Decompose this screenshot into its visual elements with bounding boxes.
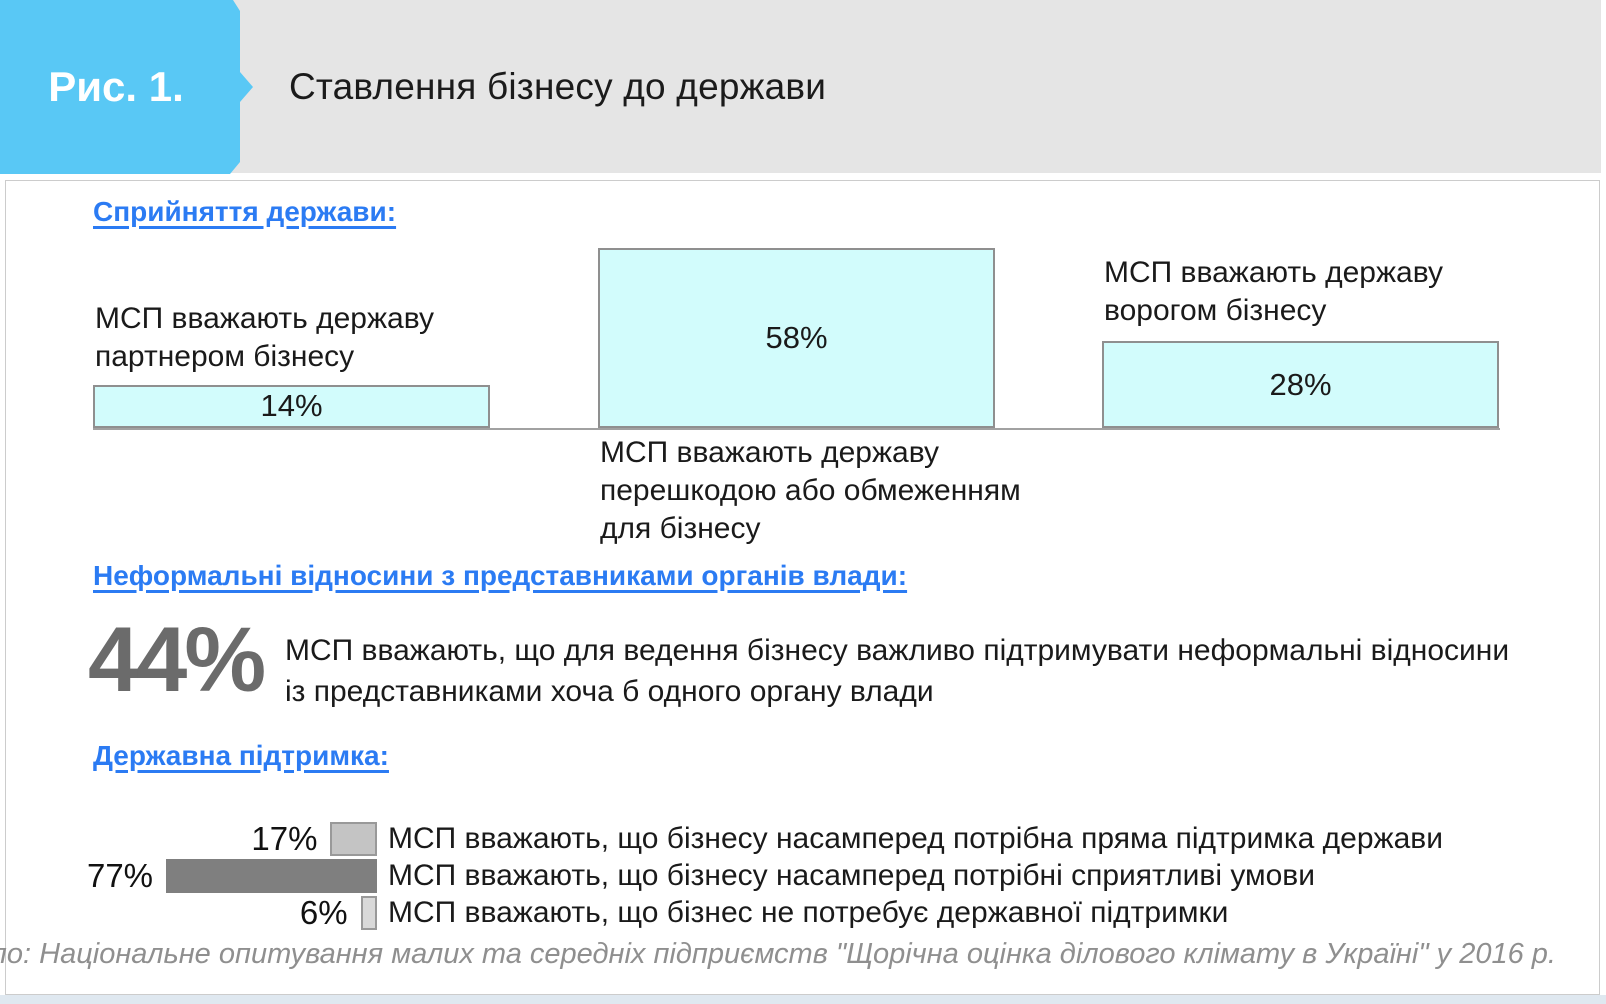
support-row-conditions-bar-group: 77% (0, 857, 377, 894)
figure-badge-shape (0, 0, 253, 174)
section-heading-perception: Сприйняття держави: (93, 196, 397, 227)
bar-enemy: 28% (1102, 341, 1499, 428)
perception-bar-chart: 14% 58% 28% МСП вважають державу партнер… (0, 240, 1606, 430)
support-row-conditions-bar (166, 859, 377, 893)
informal-text-line2: із представниками хоча б одного органу в… (285, 675, 934, 708)
figure-badge: Рис. 1. (0, 0, 255, 174)
support-row-conditions: 77% МСП вважають, що бізнесу насамперед … (0, 857, 1606, 894)
support-row-none-label: МСП вважають, що бізнес не потребує держ… (388, 896, 1229, 929)
figure-label: Рис. 1. (48, 63, 184, 110)
support-row-direct-label: МСП вважають, що бізнесу насамперед потр… (388, 822, 1443, 855)
support-row-direct-value: 17% (251, 820, 318, 857)
source-note: Джерело: Національне опитування малих та… (0, 938, 1556, 970)
bar-partner: 14% (93, 384, 490, 428)
support-row-conditions-label: МСП вважають, що бізнесу насамперед потр… (388, 859, 1315, 892)
support-row-direct-bar-group: 17% (0, 820, 377, 857)
chart-baseline (93, 428, 1500, 430)
informal-text-line1: МСП вважають, що для ведення бізнесу важ… (285, 634, 1510, 667)
bar-obstacle-label: МСП вважають державу перешкодою або обме… (600, 436, 1021, 545)
informal-text: МСП вважають, що для ведення бізнесу важ… (285, 630, 1565, 712)
header-band (0, 0, 1601, 173)
support-row-direct: 17% МСП вважають, що бізнесу насамперед … (0, 820, 1606, 857)
bar-partner-label: МСП вважають державу партнером бізнесу (95, 302, 434, 373)
bar-obstacle-value: 58% (765, 320, 828, 356)
bar-obstacle: 58% (598, 248, 995, 428)
bar-enemy-label: МСП вважають державу ворогом бізнесу (1104, 256, 1443, 327)
bottom-strip (0, 995, 1606, 1004)
page-title: Ставлення бізнесу до держави (289, 66, 827, 107)
bar-enemy-value: 28% (1269, 366, 1332, 402)
support-row-none-value: 6% (299, 894, 348, 931)
section-heading-informal: Неформальні відносини з представниками о… (93, 560, 908, 591)
support-row-direct-bar (330, 822, 377, 856)
support-row-none-bar-group: 6% (0, 894, 377, 931)
support-row-none: 6% МСП вважають, що бізнес не потребує д… (0, 894, 1606, 931)
support-row-none-bar (360, 896, 377, 930)
bar-partner-value: 14% (260, 388, 323, 424)
section-heading-support: Державна підтримка: (93, 740, 389, 771)
informal-stat: 44% (88, 609, 266, 711)
support-row-conditions-value: 77% (86, 857, 154, 894)
